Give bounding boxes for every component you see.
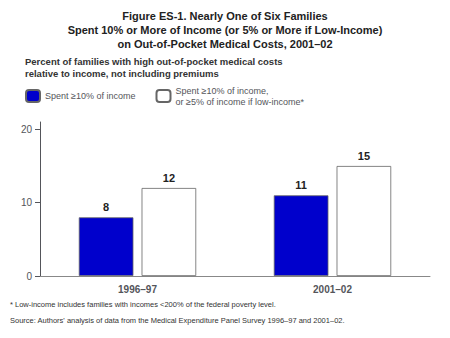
svg-text:15: 15 bbox=[358, 150, 370, 162]
svg-text:20: 20 bbox=[21, 124, 33, 135]
svg-text:2001–02: 2001–02 bbox=[313, 284, 352, 295]
svg-text:relative to income, not includ: relative to income, not including premiu… bbox=[25, 68, 219, 79]
svg-text:Percent of families with high: Percent of families with high out-of-poc… bbox=[25, 56, 283, 67]
svg-text:or ≥5% of income if low-income: or ≥5% of income if low-income* bbox=[175, 97, 304, 107]
svg-text:Spent ≥10% of income,: Spent ≥10% of income, bbox=[175, 86, 268, 96]
svg-text:11: 11 bbox=[295, 179, 307, 191]
svg-text:Source: Authors' analysis of d: Source: Authors' analysis of data from t… bbox=[10, 316, 345, 325]
svg-text:1996–97: 1996–97 bbox=[118, 284, 157, 295]
svg-text:0: 0 bbox=[26, 271, 32, 282]
svg-text:Spent ≥10% of income: Spent ≥10% of income bbox=[45, 91, 136, 101]
svg-text:* Low-income includes families: * Low-income includes families with inco… bbox=[10, 300, 276, 309]
svg-text:on Out-of-Pocket Medical Costs: on Out-of-Pocket Medical Costs, 2001–02 bbox=[117, 38, 332, 50]
svg-text:Spent 10% or More of Income (o: Spent 10% or More of Income (or 5% or Mo… bbox=[68, 24, 383, 36]
svg-text:10: 10 bbox=[21, 197, 33, 208]
svg-text:8: 8 bbox=[103, 201, 109, 213]
svg-text:12: 12 bbox=[163, 172, 175, 184]
svg-text:Figure ES-1. Nearly One of Six: Figure ES-1. Nearly One of Six Families bbox=[122, 10, 327, 22]
